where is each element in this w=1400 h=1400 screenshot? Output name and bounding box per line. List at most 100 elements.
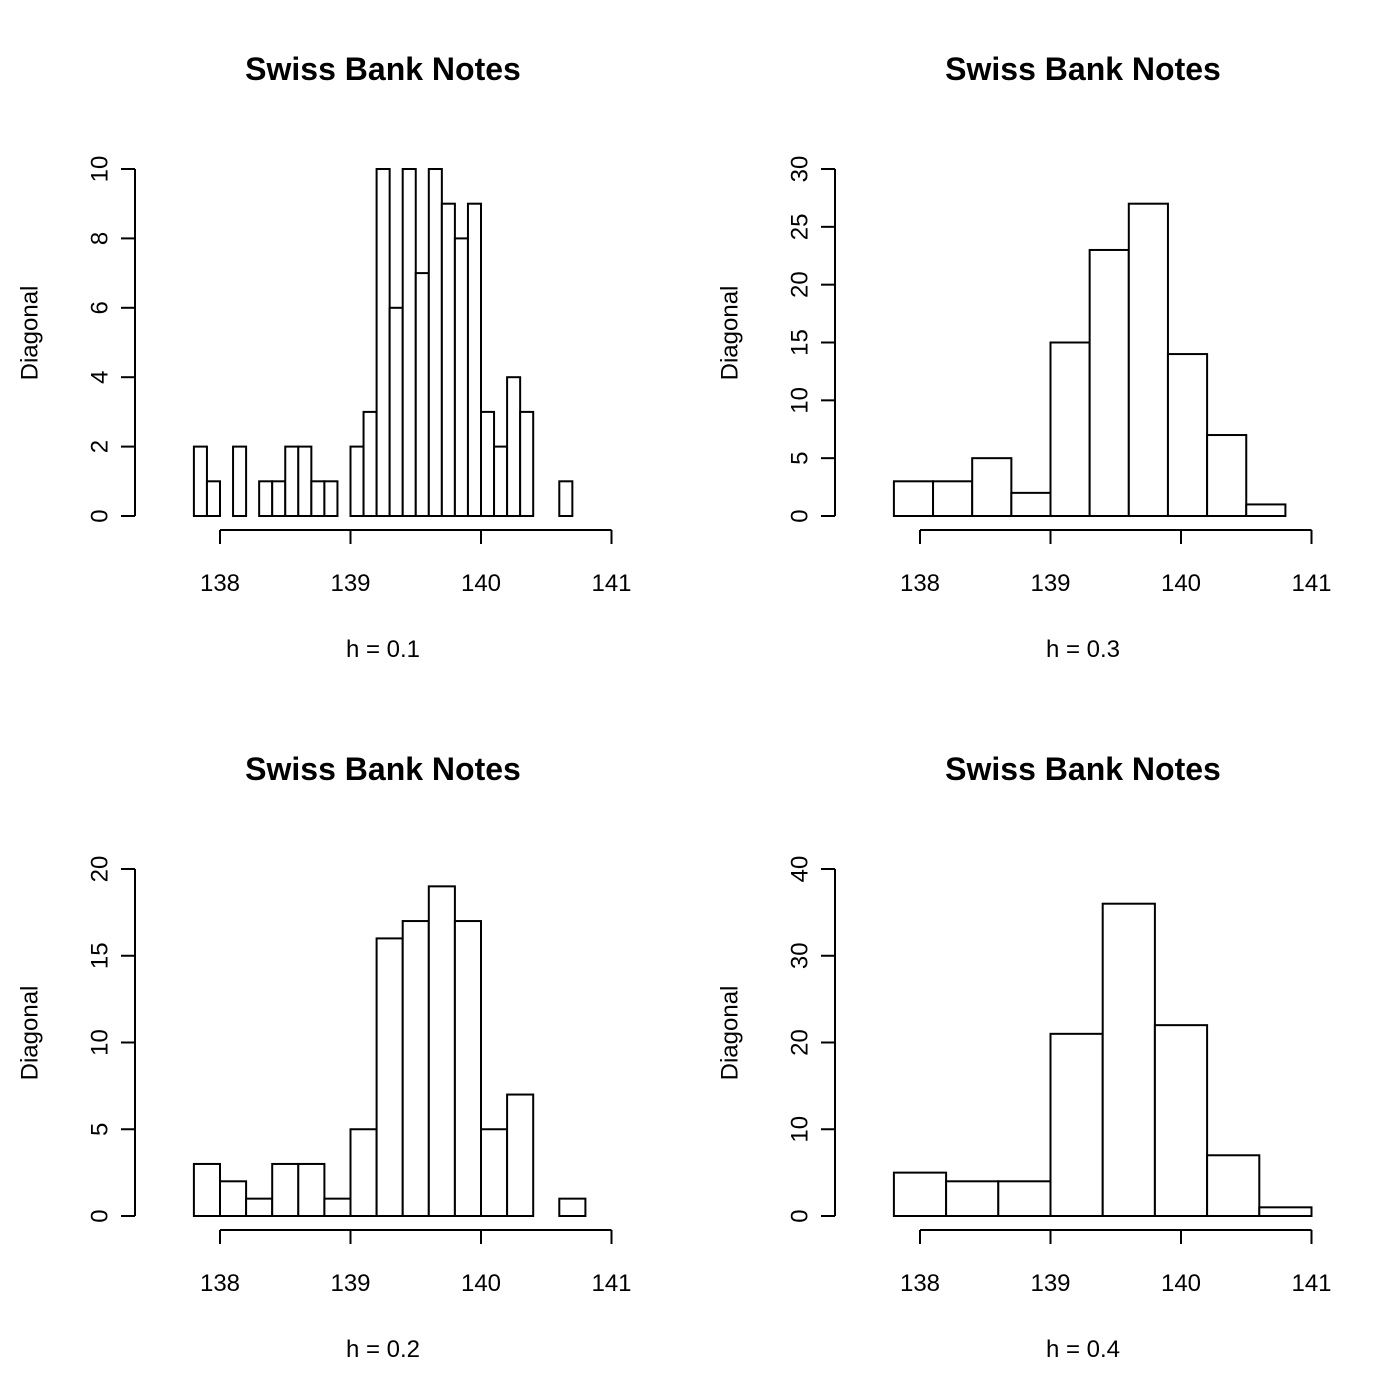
histogram-bar	[971, 457, 1013, 517]
histogram-bar	[466, 202, 483, 517]
histogram-bar	[997, 1180, 1052, 1217]
chart-title: Swiss Bank Notes	[245, 51, 521, 87]
y-tick-label: 2	[87, 440, 114, 453]
x-tick-label: 138	[900, 570, 940, 597]
histogram-bar	[401, 168, 417, 517]
y-tick-label: 20	[87, 856, 114, 883]
y-tick-label: 0	[87, 1209, 114, 1222]
y-tick-label: 20	[787, 271, 814, 298]
y-tick-label: 20	[787, 1029, 814, 1056]
x-tick-label: 140	[1161, 1270, 1201, 1297]
y-tick-label: 5	[87, 1123, 114, 1136]
histogram-bar	[271, 1162, 300, 1218]
chart-title: Swiss Bank Notes	[945, 751, 1221, 787]
histogram-bar	[1166, 353, 1209, 518]
histogram-bar	[205, 480, 221, 517]
histogram-bar	[245, 1197, 274, 1217]
x-axis-label: h = 0.3	[1046, 636, 1120, 663]
histogram-bar	[1206, 1154, 1261, 1217]
x-tick-label: 138	[900, 1270, 940, 1297]
x-tick-label: 140	[461, 570, 501, 597]
histogram-bar	[1010, 491, 1052, 518]
histogram-bar	[192, 445, 208, 518]
y-tick-label: 15	[787, 329, 814, 356]
histogram-bar	[453, 237, 469, 517]
histogram-bar	[932, 480, 974, 517]
histogram-bar	[271, 480, 287, 517]
x-tick-label: 138	[200, 1270, 240, 1297]
histogram-bar	[1049, 341, 1091, 517]
histogram-panel: Swiss Bank Notes 0 5 10 15 20 138 139 140 141 h = …	[17, 751, 632, 1363]
chart-title: Swiss Bank Notes	[245, 751, 521, 787]
y-axis-label: Diagonal	[717, 286, 744, 381]
x-axis-label: h = 0.4	[1046, 1336, 1120, 1363]
histogram-bar	[1049, 1032, 1104, 1218]
histogram-bar	[192, 1162, 221, 1218]
y-tick-label: 8	[87, 232, 114, 245]
histogram-bar	[945, 1180, 1000, 1217]
histogram-panel: Swiss Bank Notes 0 2 4 6 8 10 138 139 140 141 h = 0…	[17, 51, 632, 663]
chart-title: Swiss Bank Notes	[945, 51, 1221, 87]
y-tick-label: 40	[787, 856, 814, 883]
histogram-bar	[493, 445, 509, 518]
histogram-bar	[427, 885, 456, 1217]
histogram-bar	[1258, 1206, 1313, 1218]
y-tick-label: 15	[87, 942, 114, 969]
x-tick-label: 140	[1161, 570, 1201, 597]
histogram-bar	[388, 306, 404, 517]
histogram-bar	[401, 920, 430, 1218]
x-tick-label: 141	[591, 1270, 631, 1297]
histogram-bar	[232, 445, 248, 518]
histogram-bar	[414, 272, 430, 517]
histogram-bar	[349, 1128, 378, 1217]
x-tick-label: 141	[1291, 1270, 1331, 1297]
histogram-panel: Swiss Bank Notes 0 10 20 30 40 138 139 140 141 h =…	[717, 751, 1332, 1363]
y-tick-label: 30	[787, 942, 814, 969]
y-axis-label: Diagonal	[17, 286, 44, 381]
histogram-bar	[375, 937, 404, 1217]
x-tick-label: 139	[330, 570, 370, 597]
histogram-bar	[362, 410, 378, 517]
histogram-bar	[506, 376, 522, 518]
histogram-bar	[297, 445, 313, 518]
histogram-bar	[440, 202, 456, 517]
histogram-bar	[349, 445, 365, 518]
histogram-bar	[258, 480, 274, 517]
histogram-panel: Swiss Bank Notes 0 5 10 15 20 25 30 138 139 140 141…	[717, 51, 1332, 663]
x-tick-label: 141	[1291, 570, 1331, 597]
histogram-bar	[453, 920, 482, 1218]
y-tick-label: 6	[87, 301, 114, 314]
histogram-bar	[323, 1197, 352, 1217]
histogram-bar	[284, 445, 300, 518]
histogram-bar	[480, 1128, 509, 1217]
histogram-bar	[1101, 902, 1156, 1217]
histogram-bar	[427, 168, 443, 517]
histogram-bar	[297, 1162, 326, 1218]
y-tick-label: 10	[787, 387, 814, 414]
y-axis-label: Diagonal	[17, 986, 44, 1081]
histogram-bar	[480, 410, 496, 517]
x-axis-label: h = 0.2	[346, 1336, 420, 1363]
x-tick-label: 141	[591, 570, 631, 597]
y-tick-label: 0	[787, 509, 814, 522]
histogram-bar	[519, 410, 535, 517]
histogram-bar	[1127, 202, 1169, 517]
histogram-bar	[506, 1093, 535, 1217]
y-tick-label: 25	[787, 213, 814, 240]
histogram-bar	[375, 168, 391, 517]
histogram-bar	[1153, 1024, 1209, 1217]
x-tick-label: 139	[1030, 1270, 1070, 1297]
histogram-bar	[892, 480, 935, 517]
histogram-bar	[1206, 434, 1248, 517]
histogram-bar	[1245, 503, 1287, 517]
x-tick-label: 139	[1030, 570, 1070, 597]
histogram-bar	[558, 1197, 587, 1217]
histogram-bar	[892, 1171, 948, 1217]
x-tick-label: 138	[200, 570, 240, 597]
histogram-bar	[558, 480, 574, 517]
y-tick-label: 10	[87, 156, 114, 183]
y-tick-label: 0	[87, 509, 114, 522]
y-tick-label: 10	[787, 1116, 814, 1143]
y-tick-label: 0	[787, 1209, 814, 1222]
x-axis-label: h = 0.1	[346, 636, 420, 663]
